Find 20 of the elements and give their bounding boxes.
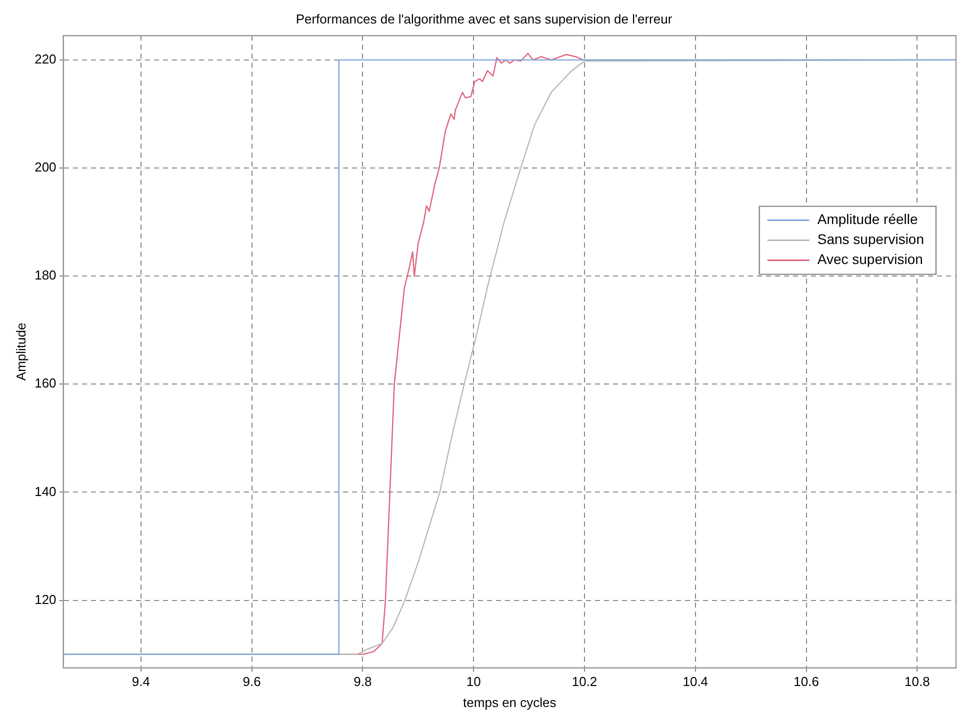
y-tick-label: 200 <box>34 160 56 175</box>
x-axis-title: temps en cycles <box>463 694 557 710</box>
y-tick-label: 160 <box>34 376 56 391</box>
legend-label: Avec supervision <box>817 251 923 268</box>
y-tick-label: 220 <box>34 51 56 66</box>
chart-title: Performances de l'algorithme avec et sans supervision de l'erreur <box>296 11 673 26</box>
y-axis-title: Amplitude <box>13 322 28 381</box>
x-tick-label: 9.8 <box>354 674 372 690</box>
x-tick-label: 10.4 <box>682 674 708 690</box>
y-tick-label: 120 <box>34 592 56 607</box>
y-tick-label: 140 <box>34 484 56 499</box>
legend-label: Sans supervision <box>817 231 924 248</box>
y-tick-label: 180 <box>34 268 56 283</box>
x-tick-label: 10.8 <box>904 674 930 690</box>
x-tick-label: 9.4 <box>132 674 150 690</box>
legend-label: Amplitude réelle <box>817 211 918 228</box>
x-tick-label: 10.6 <box>794 674 819 690</box>
x-tick-label: 9.6 <box>242 674 261 690</box>
x-tick-label: 10.2 <box>572 674 598 690</box>
x-tick-label: 10 <box>466 674 481 690</box>
